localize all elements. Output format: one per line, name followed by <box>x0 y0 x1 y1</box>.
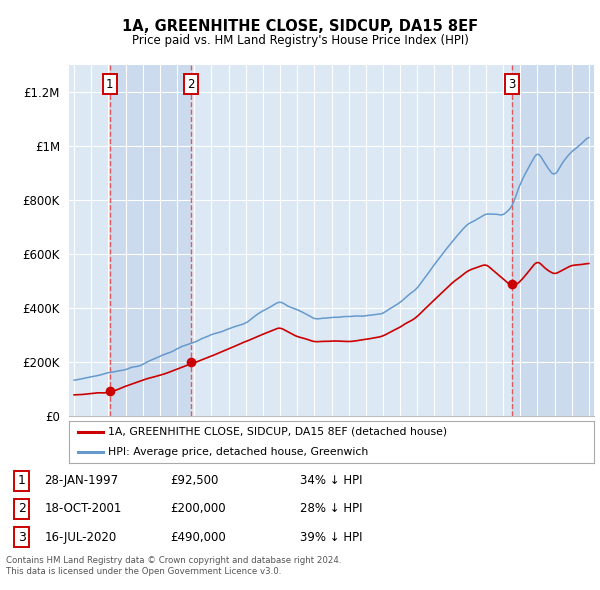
Text: £200,000: £200,000 <box>170 502 226 516</box>
Text: 16-JUL-2020: 16-JUL-2020 <box>44 530 116 543</box>
Text: Price paid vs. HM Land Registry's House Price Index (HPI): Price paid vs. HM Land Registry's House … <box>131 34 469 47</box>
Text: 28-JAN-1997: 28-JAN-1997 <box>44 474 118 487</box>
Text: 39% ↓ HPI: 39% ↓ HPI <box>300 530 362 543</box>
Text: 34% ↓ HPI: 34% ↓ HPI <box>300 474 362 487</box>
Text: 2: 2 <box>18 502 26 516</box>
Text: 18-OCT-2001: 18-OCT-2001 <box>44 502 122 516</box>
Text: Contains HM Land Registry data © Crown copyright and database right 2024.
This d: Contains HM Land Registry data © Crown c… <box>6 556 341 576</box>
Text: 3: 3 <box>509 78 516 91</box>
Text: 1: 1 <box>18 474 26 487</box>
Text: HPI: Average price, detached house, Greenwich: HPI: Average price, detached house, Gree… <box>109 447 368 457</box>
Text: £92,500: £92,500 <box>170 474 219 487</box>
Text: 3: 3 <box>18 530 26 543</box>
Bar <box>512 65 594 416</box>
Bar <box>110 65 191 416</box>
Text: 1A, GREENHITHE CLOSE, SIDCUP, DA15 8EF: 1A, GREENHITHE CLOSE, SIDCUP, DA15 8EF <box>122 19 478 34</box>
Text: 1A, GREENHITHE CLOSE, SIDCUP, DA15 8EF (detached house): 1A, GREENHITHE CLOSE, SIDCUP, DA15 8EF (… <box>109 427 448 437</box>
Text: 2: 2 <box>187 78 194 91</box>
Text: £490,000: £490,000 <box>170 530 226 543</box>
Text: 1: 1 <box>106 78 113 91</box>
Text: 28% ↓ HPI: 28% ↓ HPI <box>300 502 362 516</box>
